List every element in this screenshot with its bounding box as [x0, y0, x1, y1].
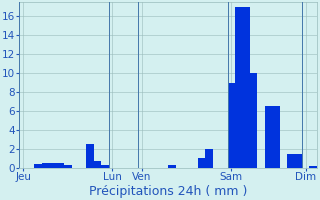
- Bar: [309, 166, 317, 168]
- Bar: [265, 106, 272, 168]
- Bar: [242, 7, 250, 168]
- Bar: [101, 165, 109, 168]
- Bar: [64, 165, 71, 168]
- Bar: [235, 7, 242, 168]
- Bar: [86, 144, 94, 168]
- Bar: [294, 154, 302, 168]
- X-axis label: Précipitations 24h ( mm ): Précipitations 24h ( mm ): [89, 185, 247, 198]
- Bar: [250, 73, 257, 168]
- Bar: [228, 83, 235, 168]
- Bar: [272, 106, 279, 168]
- Bar: [57, 163, 64, 168]
- Bar: [205, 149, 213, 168]
- Bar: [198, 158, 205, 168]
- Bar: [42, 163, 49, 168]
- Bar: [94, 161, 101, 168]
- Bar: [34, 164, 42, 168]
- Bar: [287, 154, 294, 168]
- Bar: [49, 163, 57, 168]
- Bar: [168, 165, 175, 168]
